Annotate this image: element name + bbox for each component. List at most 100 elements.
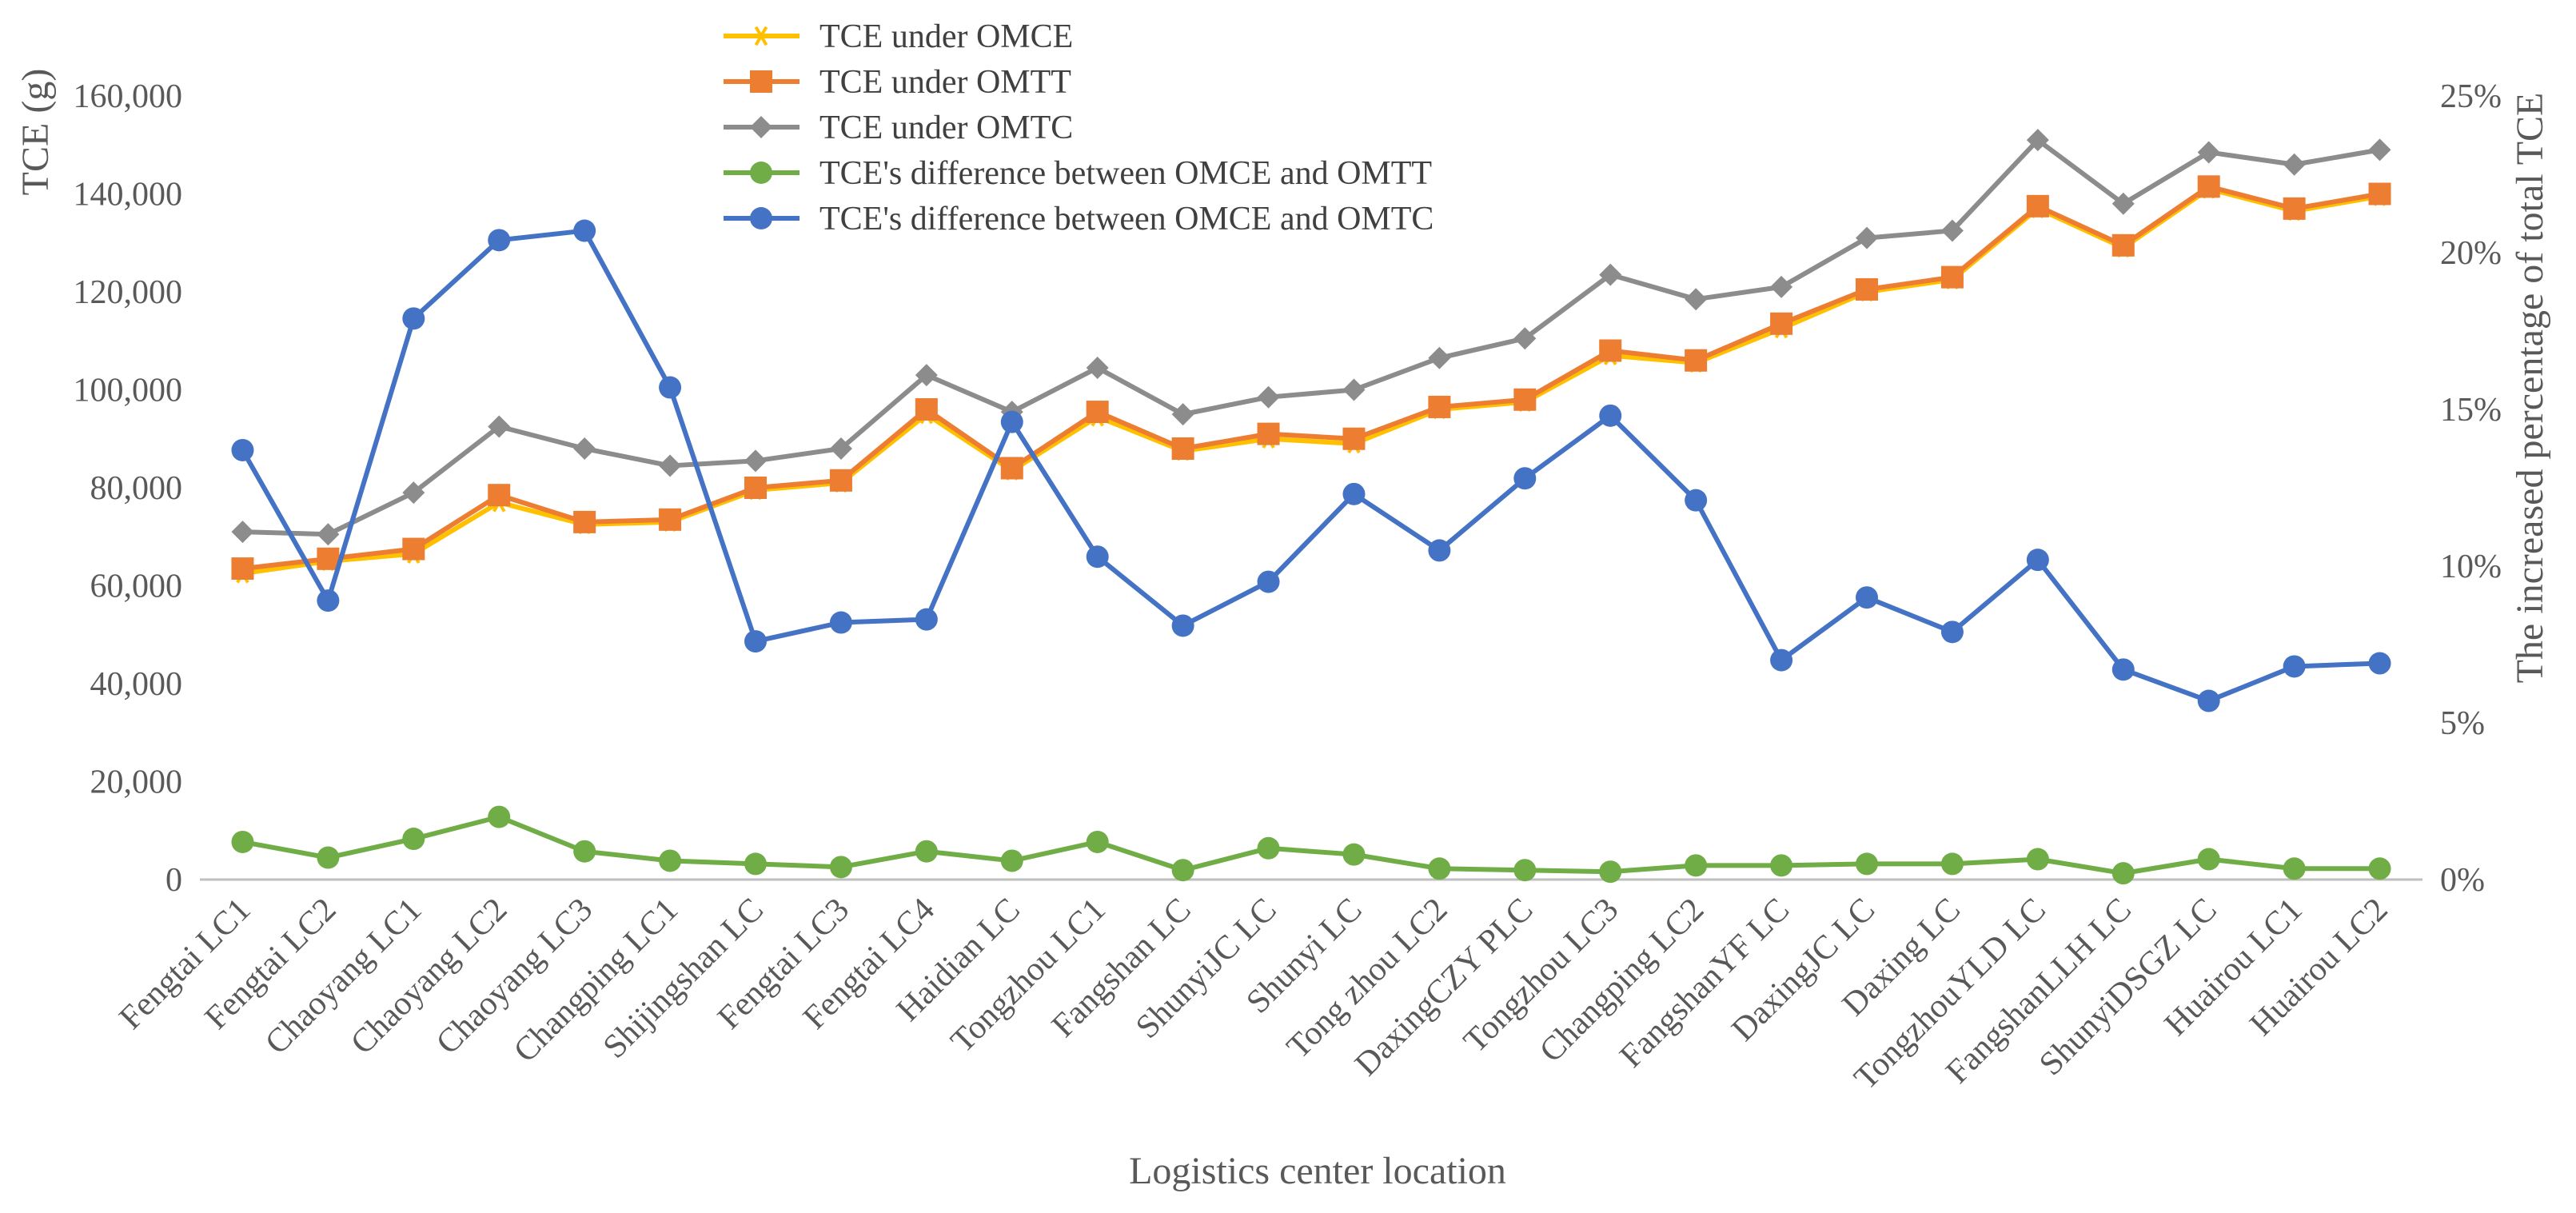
data-point-marker [1086, 356, 1109, 379]
legend-entry: TCE's difference between OMCE and OMTT [724, 155, 1432, 192]
legend-label: TCE under OMCE [819, 18, 1073, 55]
legend-label: TCE under OMTT [819, 64, 1071, 101]
data-point-marker [1513, 859, 1537, 882]
data-point-marker [2026, 194, 2049, 217]
data-point-marker [1770, 648, 1793, 672]
series-line [241, 814, 2380, 876]
data-point-marker [1171, 403, 1194, 426]
data-point-marker [488, 415, 511, 438]
data-point-marker [1599, 860, 1622, 884]
data-point-marker [659, 376, 682, 399]
data-point-marker [2026, 549, 2049, 572]
series-4 [231, 805, 2391, 885]
y-tick-label: 160,000 [74, 78, 183, 115]
legend-entry: TCE under OMTT [724, 64, 1071, 101]
y-tick-label: 20,000 [90, 764, 183, 801]
data-point-marker [1171, 614, 1194, 637]
x-axis-title: Logistics center location [1129, 1150, 1506, 1192]
data-point-marker [915, 364, 938, 387]
data-point-marker [2283, 655, 2306, 678]
series-line [242, 184, 2381, 572]
data-point-marker [573, 510, 596, 533]
data-point-marker [2111, 862, 2135, 885]
data-point-marker [2283, 197, 2306, 220]
data-point-marker [2283, 153, 2306, 176]
data-point-marker [1513, 467, 1537, 490]
data-point-marker [2368, 138, 2391, 162]
y2-tick-label: 15% [2440, 392, 2502, 429]
data-point-marker [1940, 852, 1964, 876]
data-point-marker [1428, 857, 1451, 880]
data-point-marker [317, 589, 340, 612]
data-point-marker [750, 207, 772, 229]
data-point-marker [1940, 620, 1964, 644]
data-point-marker [1342, 378, 1366, 401]
legend-entry: TCE under OMTC [724, 110, 1073, 146]
data-point-marker [231, 557, 254, 581]
data-point-marker [1856, 226, 1878, 249]
legend-entry: TCE under OMCE [724, 18, 1073, 55]
data-point-marker [402, 481, 425, 505]
data-point-marker [2368, 182, 2391, 205]
data-point-marker [1257, 385, 1280, 409]
data-point-marker [488, 229, 511, 252]
data-point-marker [1171, 859, 1194, 882]
y-tick-label: 100,000 [74, 373, 183, 409]
data-point-marker [829, 856, 852, 879]
y2-tick-label: 5% [2440, 705, 2485, 742]
y-tick-label: 120,000 [74, 274, 183, 311]
data-point-marker [1000, 849, 1023, 872]
data-point-marker [1000, 457, 1023, 480]
data-point-marker [2197, 848, 2220, 871]
series-line [240, 228, 2380, 704]
series-line [242, 138, 2381, 537]
legend-label: TCE's difference between OMCE and OMTC [819, 201, 1434, 237]
data-point-marker [402, 307, 425, 330]
legend-entry: TCE's difference between OMCE and OMTC [724, 201, 1434, 237]
data-point-marker [317, 846, 340, 869]
data-point-marker [317, 523, 340, 546]
data-point-marker [1086, 830, 1109, 853]
data-point-marker [1257, 836, 1280, 860]
data-point-marker [750, 116, 772, 138]
data-point-marker [1513, 388, 1537, 411]
data-point-marker [1342, 427, 1366, 450]
data-point-marker [829, 469, 852, 492]
data-point-marker [1685, 489, 1708, 512]
marker-stroke [754, 26, 768, 46]
data-point-marker [231, 521, 254, 544]
legend-label: TCE under OMTC [819, 110, 1073, 146]
data-point-marker [915, 608, 938, 631]
data-point-marker [1940, 219, 1964, 242]
data-point-marker [1599, 404, 1622, 427]
data-point-marker [2026, 848, 2049, 871]
data-point-marker [751, 26, 772, 46]
data-point-marker [659, 849, 682, 872]
series-1 [232, 179, 2391, 584]
data-point-marker [1856, 277, 1878, 301]
data-point-marker [2283, 857, 2306, 880]
y-tick-label: 140,000 [74, 177, 183, 213]
series-layer [231, 129, 2391, 885]
y-tick-label: 0 [165, 862, 182, 899]
data-point-marker [744, 477, 767, 499]
data-point-marker [1599, 339, 1622, 362]
data-point-marker [573, 840, 596, 863]
y2-tick-label: 20% [2440, 235, 2502, 272]
y-tick-label: 40,000 [90, 666, 183, 703]
data-point-marker [2197, 175, 2220, 198]
y-tick-label: 80,000 [90, 470, 183, 507]
data-point-marker [2368, 857, 2391, 880]
data-point-marker [1685, 854, 1708, 877]
data-point-marker [829, 437, 852, 460]
data-point-marker [659, 454, 682, 477]
data-point-marker [231, 438, 254, 461]
series-3 [231, 129, 2391, 546]
data-point-marker [1428, 395, 1451, 418]
data-point-marker [1513, 327, 1537, 350]
data-point-marker [1856, 586, 1878, 609]
series-5 [231, 219, 2391, 712]
data-point-marker [750, 162, 772, 184]
